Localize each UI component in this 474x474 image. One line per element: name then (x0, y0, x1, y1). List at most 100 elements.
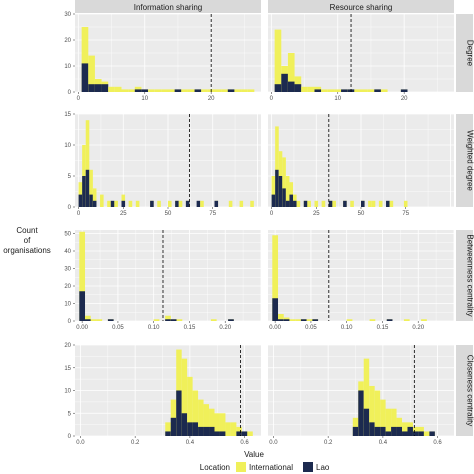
bar-international (314, 200, 319, 207)
bar-international (114, 200, 118, 207)
bar-international (334, 89, 342, 92)
bar-international (403, 319, 410, 321)
bar-lao (85, 169, 90, 207)
bar-international (92, 188, 97, 207)
x-tick-label: 0.0 (76, 440, 85, 446)
bar-international (321, 200, 326, 207)
bar-international (423, 431, 430, 436)
bar-lao (94, 84, 102, 92)
bar-lao (391, 426, 397, 436)
panels: Degree 0 10 20 30 0 10 20 0 10 20 Weighted degree 0 5… (64, 12, 474, 446)
x-tick-label: 25 (313, 211, 320, 217)
bar-international (85, 120, 90, 207)
bar-lao (294, 84, 302, 92)
bar-lao (369, 422, 375, 436)
bar-lao (174, 89, 182, 92)
bar-international (371, 200, 376, 207)
y-tick-label: 0 (68, 319, 72, 325)
bar-international (161, 89, 168, 92)
bar-international (361, 89, 368, 92)
bar-international (221, 89, 228, 92)
column-strip-1 (75, 0, 261, 13)
bar-international (272, 235, 279, 321)
x-tick-label: 0.4 (186, 440, 195, 446)
bar-international (219, 413, 226, 436)
x-tick-label: 0 (270, 96, 274, 102)
bar-international (178, 200, 183, 207)
bar-lao (78, 194, 83, 207)
bar-lao (343, 200, 347, 207)
bar-lao (328, 200, 333, 207)
bar-international (282, 157, 286, 207)
bar-lao (374, 426, 381, 436)
x-tick-label: 0.10 (341, 325, 353, 331)
bar-lao (170, 319, 177, 321)
x-tick-label: 10 (334, 96, 341, 102)
bar-lao (241, 431, 248, 436)
bar-international (380, 89, 388, 92)
bar-lao (358, 390, 364, 436)
x-axis-title: Value (244, 450, 264, 459)
bar-lao (429, 431, 435, 436)
x-tick-label: 0 (270, 211, 274, 217)
bar-lao (418, 431, 424, 436)
y-tick-label: 15 (64, 112, 71, 118)
y-tick-label: 15 (64, 366, 71, 372)
bar-international (96, 319, 103, 321)
bar-lao (407, 426, 413, 436)
bar-international (346, 319, 353, 321)
bar-international (403, 200, 408, 207)
bar-lao (209, 426, 215, 436)
y-tick-label: 20 (64, 284, 71, 290)
bar-lao (192, 422, 199, 436)
bar-lao (285, 200, 290, 207)
y-tick-label: 10 (64, 302, 71, 308)
bar-international (200, 200, 204, 207)
bar-international (225, 422, 231, 436)
bar-lao (121, 200, 126, 207)
bar-lao (194, 89, 202, 92)
bar-lao (412, 431, 419, 436)
x-tick-label: 0.2 (324, 440, 333, 446)
bar-international (214, 89, 222, 92)
bar-international (81, 27, 89, 92)
legend-label-1: International (249, 463, 293, 472)
bar-international (114, 86, 122, 92)
bar-international (181, 358, 188, 436)
bar-lao (165, 431, 171, 436)
bar-lao (219, 431, 226, 436)
column-strip-label-1: Information sharing (134, 3, 202, 12)
bar-lao (386, 319, 393, 321)
row-strip-3 (456, 230, 473, 321)
bar-lao (185, 200, 190, 207)
bar-lao (278, 319, 284, 321)
bar-international (369, 385, 375, 436)
bar-lao (134, 89, 142, 92)
bar-international (176, 319, 183, 321)
bar-international (363, 358, 370, 436)
bar-lao (227, 89, 235, 92)
bar-international (89, 169, 93, 207)
y-tick-label: 20 (64, 38, 71, 44)
bar-lao (187, 422, 193, 436)
x-tick-label: 75 (402, 211, 409, 217)
bar-lao (287, 81, 295, 92)
y-tick-label: 50 (64, 232, 71, 238)
bar-lao (92, 200, 97, 207)
bar-international (201, 89, 208, 92)
bar-lao (110, 200, 115, 207)
column-strips: Information sharing Resource sharing (75, 0, 454, 13)
bar-international (287, 53, 295, 92)
bar-international (148, 89, 155, 92)
bar-lao (170, 417, 177, 436)
bar-lao (214, 431, 220, 436)
bar-international (153, 319, 160, 321)
bar-international (187, 89, 195, 92)
bar-lao (289, 194, 294, 207)
bar-international (391, 408, 397, 436)
bar-lao (214, 200, 219, 207)
legend-title: Location (200, 463, 230, 472)
row-strip-label-2: Weighted degree (466, 130, 474, 191)
bar-international (368, 200, 372, 207)
bar-international (285, 176, 290, 207)
